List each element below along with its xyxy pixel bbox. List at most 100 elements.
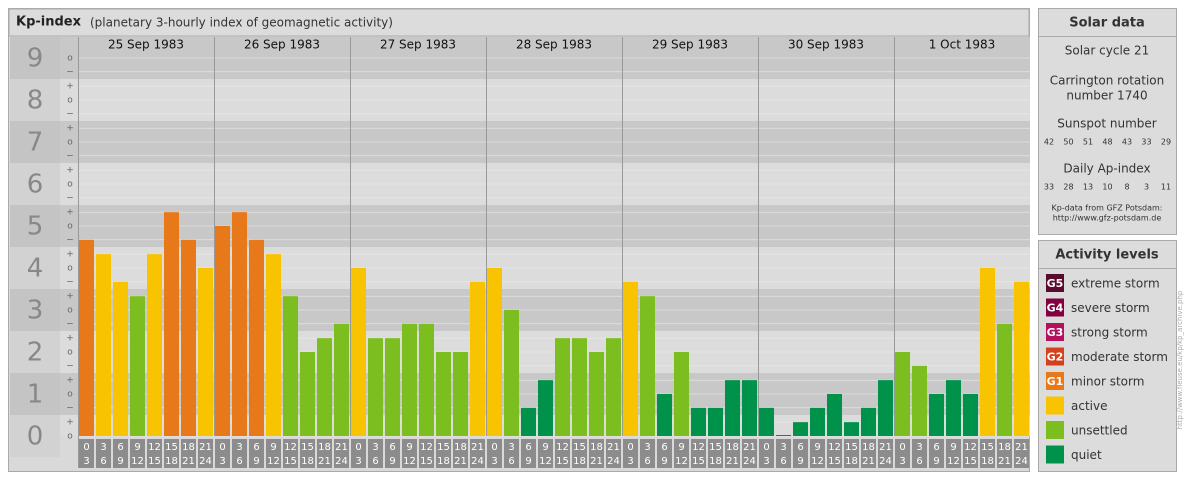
hour-label: 6 [661, 442, 667, 453]
hour-cell [640, 439, 655, 468]
hour-label: 12 [675, 456, 688, 467]
hour-label: 3 [355, 456, 361, 467]
bar [946, 380, 961, 436]
hour-cell [351, 439, 366, 468]
ap-value: 8 [1124, 183, 1129, 192]
y-tick-label: 0 [27, 422, 44, 452]
legend-code: G1 [1047, 375, 1064, 388]
minor-tick-label: o [67, 306, 73, 316]
chart-subtitle: (planetary 3-hourly index of geomagnetic… [90, 16, 393, 30]
hour-label: 18 [590, 442, 603, 453]
hour-label: 9 [797, 456, 803, 467]
hour-label: 9 [814, 442, 820, 453]
minor-tick-label: + [66, 418, 74, 428]
hour-label: 15 [437, 442, 450, 453]
sunspot-title: Sunspot number [1057, 117, 1156, 131]
minor-tick-label: + [66, 124, 74, 134]
hour-cell [946, 439, 961, 468]
bar [742, 380, 757, 436]
y-tick-label: 3 [27, 296, 44, 326]
chart-title: Kp-index [16, 15, 82, 30]
day-label: 29 Sep 1983 [652, 38, 728, 52]
hour-cell [674, 439, 689, 468]
y-tick-label: 2 [27, 338, 44, 368]
minor-tick-label: − [66, 277, 74, 287]
minor-tick-label: o [67, 180, 73, 190]
hour-label: 18 [318, 442, 331, 453]
hour-cell [300, 439, 315, 468]
hour-cell [504, 439, 519, 468]
hour-label: 6 [508, 456, 514, 467]
hour-label: 12 [692, 442, 705, 453]
hour-label: 21 [879, 442, 892, 453]
hour-cell [589, 439, 604, 468]
bar [980, 268, 995, 436]
hour-label: 6 [797, 442, 803, 453]
bar [929, 394, 944, 436]
hour-cell [232, 439, 247, 468]
day-label: 26 Sep 1983 [244, 38, 320, 52]
minor-tick-label: o [67, 54, 73, 64]
legend-swatch [1046, 298, 1064, 317]
bar [589, 352, 604, 436]
carrington: number 1740 [1066, 89, 1147, 103]
hour-cell [776, 439, 791, 468]
legend-code: G5 [1047, 277, 1064, 290]
hour-cell [164, 439, 179, 468]
hour-cell [130, 439, 145, 468]
hour-label: 6 [644, 456, 650, 467]
bar [300, 352, 315, 436]
legend-label: extreme storm [1071, 277, 1160, 291]
level-band-label [10, 79, 60, 121]
hour-label: 24 [199, 456, 212, 467]
hour-label: 6 [253, 442, 259, 453]
hour-label: 15 [828, 456, 841, 467]
hour-cell [912, 439, 927, 468]
day-label: 25 Sep 1983 [108, 38, 184, 52]
hour-label: 6 [100, 456, 106, 467]
bar [521, 407, 536, 436]
hour-label: 9 [678, 442, 684, 453]
hour-label: 15 [845, 442, 858, 453]
hour-label: 9 [661, 456, 667, 467]
hour-label: 0 [355, 442, 361, 453]
hour-cell [606, 439, 621, 468]
hour-cell [657, 439, 672, 468]
bar [623, 281, 638, 436]
hour-label: 6 [933, 442, 939, 453]
sunspot-value: 42 [1044, 138, 1054, 147]
hour-label: 15 [165, 442, 178, 453]
y-tick-label: 1 [27, 380, 44, 410]
solar-cycle: Solar cycle 21 [1065, 44, 1150, 58]
source: http://www.gfz-potsdam.de [1053, 214, 1162, 223]
hour-label: 3 [100, 442, 106, 453]
sunspot-value: 29 [1161, 138, 1171, 147]
hour-label: 6 [117, 442, 123, 453]
hour-cell [538, 439, 553, 468]
hour-cell [810, 439, 825, 468]
bar [402, 323, 417, 436]
hour-label: 21 [471, 442, 484, 453]
hour-label: 21 [590, 456, 603, 467]
hour-cell [436, 439, 451, 468]
hour-label: 3 [627, 456, 633, 467]
minor-tick-label: o [67, 138, 73, 148]
hour-cell [827, 439, 842, 468]
minor-tick-label: o [67, 222, 73, 232]
minor-tick-label: − [66, 403, 74, 413]
level-band-label [10, 247, 60, 289]
bar [164, 212, 179, 436]
hour-cell [572, 439, 587, 468]
ap-value: 10 [1102, 183, 1112, 192]
hour-label: 18 [454, 442, 467, 453]
y-tick-label: 9 [27, 44, 44, 74]
minor-tick-label: − [66, 67, 74, 77]
hour-label: 9 [270, 442, 276, 453]
bar [198, 268, 213, 436]
hour-cell [708, 439, 723, 468]
sunspot-value: 48 [1102, 138, 1112, 147]
hour-label: 6 [525, 442, 531, 453]
hour-label: 12 [403, 456, 416, 467]
legend-swatch [1046, 421, 1064, 439]
